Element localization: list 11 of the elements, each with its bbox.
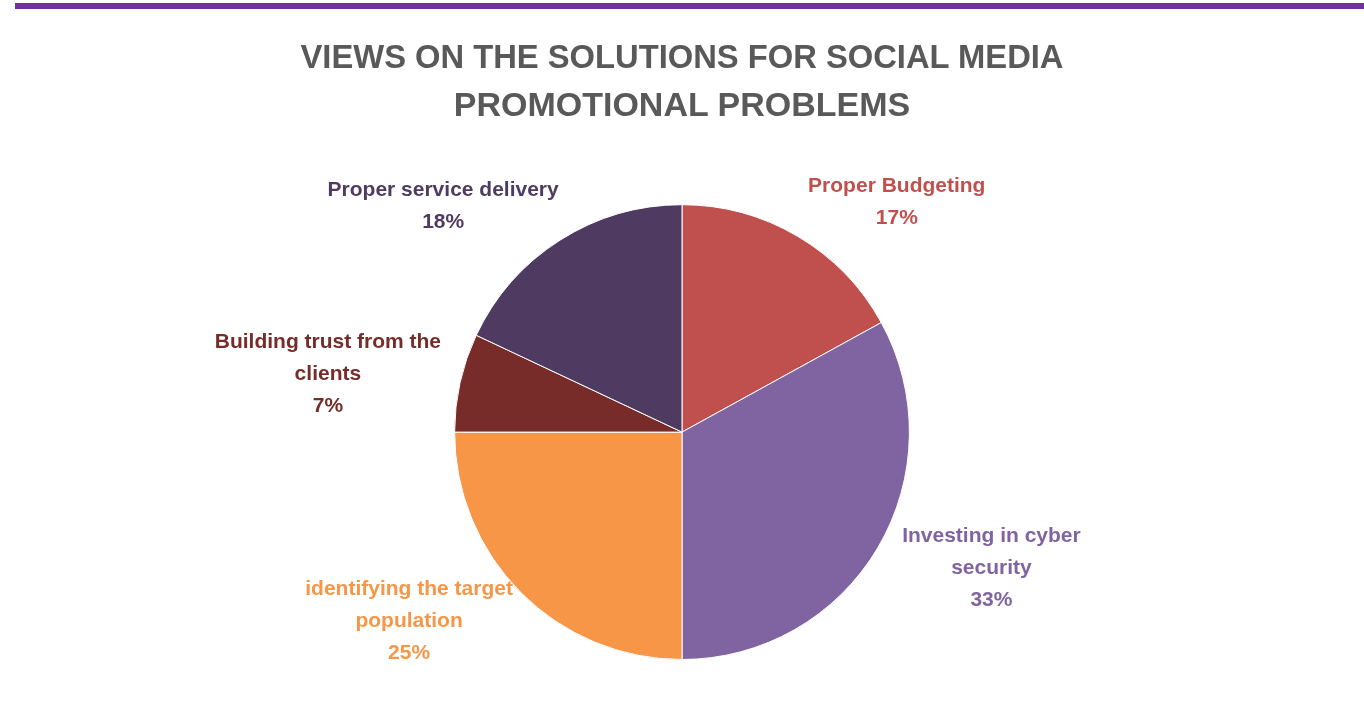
data-label: 17% (875, 204, 919, 228)
slice-label: Proper service delivery (327, 177, 560, 201)
slice-label: Building trust from the clients (214, 328, 442, 384)
data-label: 33% (970, 587, 1013, 611)
chart-title: VIEWS ON THE SOLUTIONS FOR SOCIAL MEDIA PROMOTIONAL PROBLEMS (300, 37, 1064, 123)
slice-label: Proper Budgeting (808, 172, 986, 196)
data-label: 18% (422, 209, 465, 233)
data-label: 7% (312, 392, 344, 416)
slice-label: Investing in cyber security (902, 523, 1081, 579)
slice-label: identifying the target population (305, 575, 513, 631)
data-label: 25% (388, 639, 431, 663)
